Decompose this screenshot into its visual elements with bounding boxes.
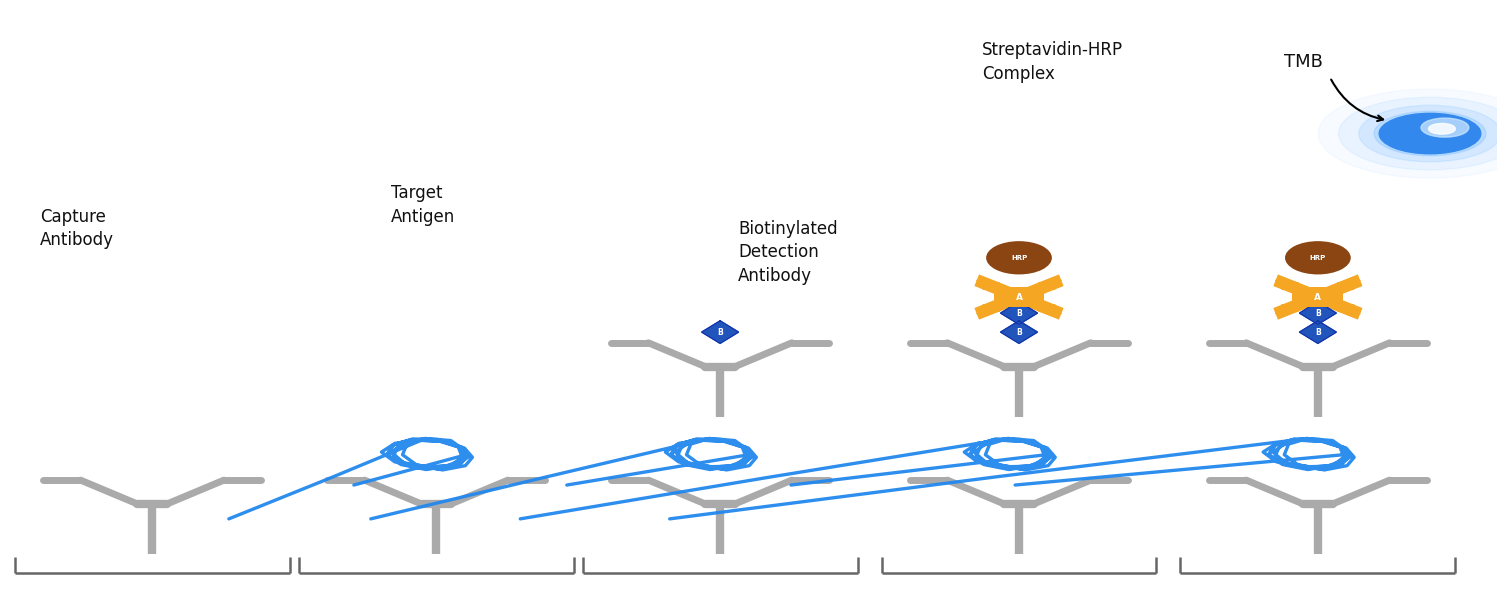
Polygon shape bbox=[1275, 305, 1299, 314]
Polygon shape bbox=[1336, 280, 1360, 289]
Circle shape bbox=[1428, 124, 1455, 134]
Text: B: B bbox=[1016, 328, 1022, 337]
FancyBboxPatch shape bbox=[993, 287, 1044, 307]
Circle shape bbox=[1338, 97, 1500, 170]
Polygon shape bbox=[1038, 280, 1062, 289]
Polygon shape bbox=[1275, 280, 1299, 289]
Text: A: A bbox=[1314, 293, 1322, 302]
Text: HRP: HRP bbox=[1310, 255, 1326, 261]
Polygon shape bbox=[1038, 305, 1062, 314]
Text: B: B bbox=[717, 328, 723, 337]
Text: Target
Antigen: Target Antigen bbox=[392, 184, 456, 226]
Text: Capture
Antibody: Capture Antibody bbox=[40, 208, 114, 250]
Polygon shape bbox=[1000, 321, 1038, 343]
Polygon shape bbox=[1299, 302, 1336, 325]
Polygon shape bbox=[976, 305, 999, 314]
Polygon shape bbox=[1336, 305, 1360, 314]
Text: B: B bbox=[1316, 308, 1322, 317]
Polygon shape bbox=[1299, 321, 1336, 343]
Polygon shape bbox=[1000, 302, 1038, 325]
Polygon shape bbox=[976, 280, 999, 289]
Text: HRP: HRP bbox=[1011, 255, 1028, 261]
Text: B: B bbox=[1316, 328, 1322, 337]
Circle shape bbox=[1378, 113, 1480, 154]
Text: Biotinylated
Detection
Antibody: Biotinylated Detection Antibody bbox=[738, 220, 837, 285]
Circle shape bbox=[1374, 112, 1486, 156]
Text: B: B bbox=[1016, 308, 1022, 317]
Text: Streptavidin-HRP
Complex: Streptavidin-HRP Complex bbox=[981, 41, 1124, 83]
Text: TMB: TMB bbox=[1284, 53, 1323, 71]
Ellipse shape bbox=[1286, 241, 1352, 274]
Circle shape bbox=[1359, 105, 1500, 162]
FancyBboxPatch shape bbox=[1293, 287, 1344, 307]
Circle shape bbox=[1318, 89, 1500, 178]
Text: A: A bbox=[1016, 293, 1023, 302]
Circle shape bbox=[1420, 118, 1468, 137]
Ellipse shape bbox=[986, 241, 1052, 274]
Polygon shape bbox=[702, 321, 738, 343]
